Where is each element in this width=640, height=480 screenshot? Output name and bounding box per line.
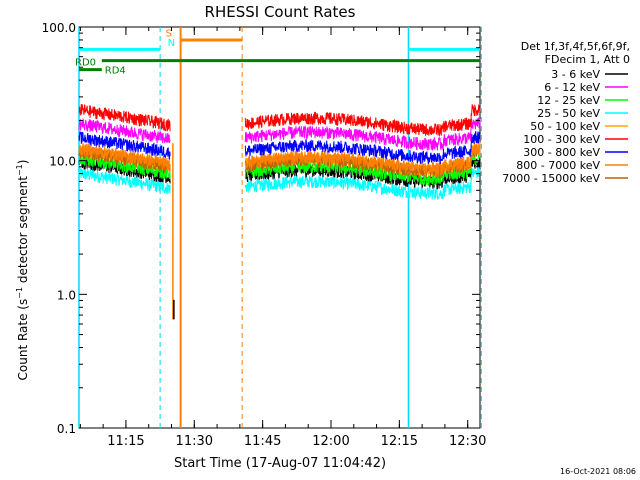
legend-label: 3 - 6 keV — [551, 68, 600, 81]
y-axis-label-main: Count Rate (s — [16, 299, 30, 381]
plot-border — [78, 26, 481, 429]
x-tick-label: 11:30 — [176, 434, 213, 449]
y-tick-label: 10.0 — [49, 155, 76, 169]
series-line-100-300-keV — [244, 103, 481, 137]
y-axis-label: Count Rate (s−1 detector segment−1) — [15, 160, 30, 381]
rd0-label: RD0 — [75, 58, 96, 69]
legend-label: 800 - 7000 keV — [516, 159, 600, 172]
legend-label: 25 - 50 keV — [537, 107, 600, 120]
series-line-25-50-keV — [78, 167, 171, 195]
y-tick-label: 1.0 — [57, 288, 76, 302]
chart-title: RHESSI Count Rates — [205, 3, 356, 21]
legend-label: 6 - 12 keV — [544, 81, 600, 94]
x-tick-label: 12:00 — [312, 434, 349, 449]
y-axis-ticks: 100.0 10.0 1.0 0.1 — [42, 21, 480, 436]
y-axis-label-end: ) — [16, 160, 30, 165]
rd4-label: RD4 — [105, 66, 126, 77]
series-line-7000-15000-keV — [244, 145, 481, 180]
legend-header-1: Det 1f,3f,4f,5f,6f,9f, — [521, 40, 630, 53]
series-line-100-300-keV — [78, 104, 171, 132]
series-line-300-800-keV — [244, 131, 481, 165]
x-tick-label: 11:45 — [244, 434, 281, 449]
legend-label: 300 - 800 keV — [523, 146, 600, 159]
instrument-state-bars: RD0 RD4 SN — [75, 28, 480, 77]
flag-n: N — [168, 38, 175, 49]
series-lines — [78, 103, 481, 320]
x-axis-label: Start Time (17-Aug-07 11:04:42) — [174, 456, 386, 471]
plot-frame — [78, 26, 481, 429]
series-line-300-800-keV — [78, 131, 171, 160]
series-line-25-50-keV — [244, 167, 481, 201]
y-axis-label-sup1: −1 — [15, 287, 24, 299]
series-line-800-7000-keV — [78, 142, 171, 171]
legend-label: 12 - 25 keV — [537, 94, 600, 107]
x-tick-label: 12:30 — [449, 434, 486, 449]
time-markers — [78, 27, 482, 428]
series-line-800-7000-keV — [244, 141, 481, 176]
series-line-6-12-keV — [78, 117, 171, 144]
series-line-6-12-keV — [244, 117, 481, 151]
legend-label: 100 - 300 keV — [523, 133, 600, 146]
legend-header-2: FDecim 1, Att 0 — [545, 53, 630, 66]
y-axis-label-mid: detector segment — [16, 176, 30, 287]
x-tick-label: 11:15 — [107, 434, 144, 449]
legend: Det 1f,3f,4f,5f,6f,9f, FDecim 1, Att 0 3… — [502, 40, 630, 185]
y-tick-label: 100.0 — [42, 21, 76, 35]
x-axis-ticks: 11:15 11:30 11:45 12:00 12:15 12:30 — [79, 27, 486, 449]
footer-timestamp: 16-Oct-2021 08:06 — [560, 467, 636, 476]
flag-s: S — [166, 28, 172, 39]
y-axis-label-sup2: −1 — [15, 164, 24, 176]
x-tick-label: 12:15 — [381, 434, 418, 449]
legend-label: 7000 - 15000 keV — [502, 172, 600, 185]
y-tick-label: 0.1 — [57, 422, 76, 436]
legend-label: 50 - 100 keV — [530, 120, 600, 133]
